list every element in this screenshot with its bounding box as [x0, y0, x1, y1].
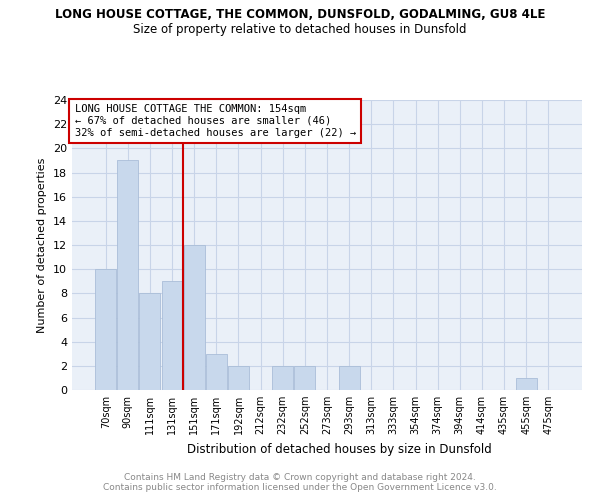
Text: Size of property relative to detached houses in Dunsfold: Size of property relative to detached ho… [133, 22, 467, 36]
Bar [161, 281, 182, 390]
Text: LONG HOUSE COTTAGE, THE COMMON, DUNSFOLD, GODALMING, GU8 4LE: LONG HOUSE COTTAGE, THE COMMON, DUNSFOLD… [55, 8, 545, 20]
Text: LONG HOUSE COTTAGE THE COMMON: 154sqm
← 67% of detached houses are smaller (46)
: LONG HOUSE COTTAGE THE COMMON: 154sqm ← … [74, 104, 356, 138]
Bar [295, 366, 316, 390]
Bar [139, 294, 160, 390]
Bar [515, 378, 536, 390]
Bar [95, 269, 116, 390]
Bar [206, 354, 227, 390]
Y-axis label: Number of detached properties: Number of detached properties [37, 158, 47, 332]
Bar [272, 366, 293, 390]
Bar [184, 245, 205, 390]
Bar [338, 366, 359, 390]
Bar [228, 366, 249, 390]
Bar [118, 160, 139, 390]
Text: Distribution of detached houses by size in Dunsfold: Distribution of detached houses by size … [187, 442, 491, 456]
Text: Contains HM Land Registry data © Crown copyright and database right 2024.
Contai: Contains HM Land Registry data © Crown c… [103, 473, 497, 492]
